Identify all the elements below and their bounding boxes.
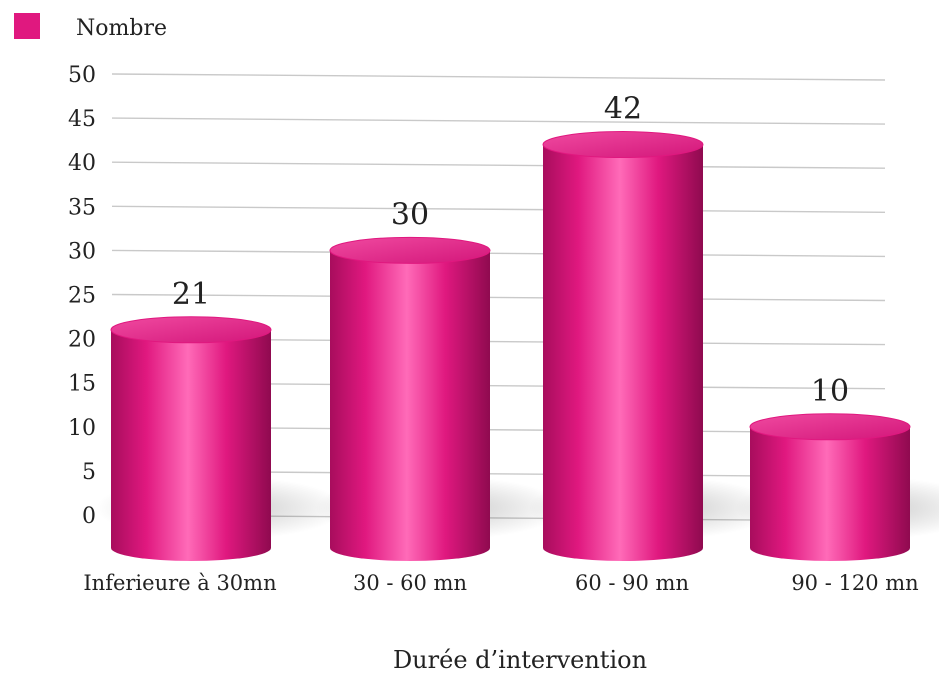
legend: Nombre (14, 13, 167, 41)
bar (735, 413, 939, 561)
y-tick-label: 40 (68, 151, 96, 176)
bar-body (330, 250, 490, 561)
y-tick-label: 10 (68, 416, 96, 441)
data-label: 42 (604, 92, 642, 127)
y-tick-label: 0 (82, 504, 96, 529)
data-label: 21 (172, 277, 210, 312)
legend-swatch (14, 13, 40, 39)
bar (315, 236, 565, 561)
gridline (111, 73, 886, 81)
y-tick-label: 20 (68, 328, 96, 353)
x-tick-label: 30 - 60 mn (353, 571, 467, 595)
bar-top (542, 131, 704, 159)
y-tick-label: 5 (82, 460, 96, 485)
y-tick-label: 35 (68, 195, 96, 220)
x-tick-label: 90 - 120 mn (791, 571, 918, 595)
bar (96, 316, 346, 561)
bar-body (111, 329, 271, 561)
gridline (111, 293, 886, 302)
data-labels: 21 30 42 10 (172, 92, 849, 409)
bar (528, 131, 778, 561)
bars (96, 131, 939, 561)
x-tick-label: Inferieure à 30mn (83, 571, 276, 595)
bar-top (749, 413, 911, 441)
y-tick-label: 15 (68, 372, 96, 397)
bar-body (750, 426, 910, 561)
gridline (111, 161, 886, 169)
y-tick-label: 50 (68, 63, 96, 88)
y-tick-label: 25 (68, 284, 96, 309)
bar-top (329, 236, 491, 264)
x-axis-title: Durée d’intervention (393, 646, 647, 674)
gridline (111, 205, 886, 213)
y-axis-tick-labels: 0 5 10 15 20 25 30 35 40 45 50 (68, 63, 96, 529)
gridline (111, 249, 886, 258)
bar-top (110, 316, 272, 344)
y-tick-label: 30 (68, 239, 96, 264)
gridline (111, 117, 886, 125)
data-label: 30 (391, 197, 429, 232)
y-tick-label: 45 (68, 107, 96, 132)
x-axis-tick-labels: Inferieure à 30mn 30 - 60 mn 60 - 90 mn 90 … (83, 571, 918, 595)
legend-label: Nombre (76, 16, 167, 41)
bar-body (543, 144, 703, 561)
data-label: 10 (811, 374, 849, 409)
x-tick-label: 60 - 90 mn (575, 571, 689, 595)
